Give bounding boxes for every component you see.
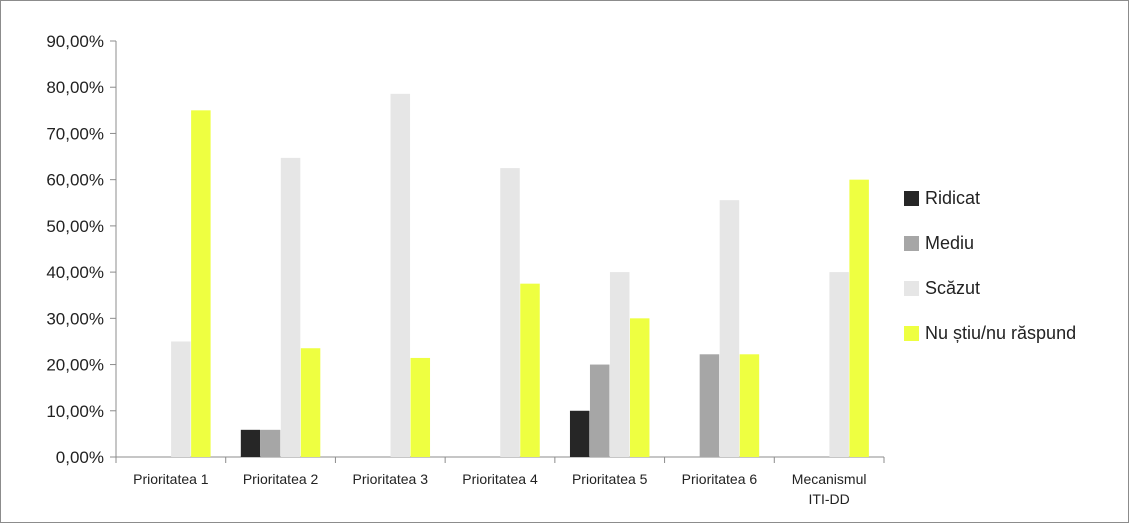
bar: [390, 93, 411, 457]
bar: [410, 357, 431, 457]
y-tick-label: 60,00%: [46, 171, 104, 190]
x-tick-label: Mecanismul: [792, 471, 867, 487]
bar: [300, 348, 321, 457]
legend-item: Nu știu/nu răspund: [904, 322, 1076, 344]
legend-label: Scăzut: [925, 277, 981, 298]
bar: [191, 110, 211, 457]
y-tick-label: 20,00%: [46, 356, 104, 375]
bar: [500, 168, 520, 457]
legend-swatch: [904, 190, 919, 206]
x-tick-label: Prioritatea 4: [462, 471, 538, 487]
x-tick-label: Prioritatea 5: [572, 471, 648, 487]
bar: [699, 354, 720, 457]
legend: Ridicat Mediu Scăzut Nu știu/nu răspund: [904, 187, 1076, 367]
legend-item: Scăzut: [904, 277, 1076, 299]
bar: [260, 429, 281, 457]
x-tick-label: Prioritatea 3: [353, 471, 429, 487]
legend-label: Mediu: [925, 232, 975, 253]
bar: [171, 341, 191, 457]
legend-label: Nu știu/nu răspund: [925, 322, 1077, 343]
bar: [569, 410, 590, 457]
bar: [829, 272, 849, 457]
bar: [629, 318, 650, 457]
bar: [609, 272, 630, 457]
bar: [719, 200, 740, 457]
y-tick-label: 80,00%: [46, 78, 104, 97]
bar: [520, 283, 540, 457]
bar: [849, 179, 869, 457]
x-tick-label: Prioritatea 2: [243, 471, 319, 487]
legend-item: Mediu: [904, 232, 1076, 254]
y-tick-label: 90,00%: [46, 32, 104, 51]
legend-item: Ridicat: [904, 187, 1076, 209]
y-tick-label: 30,00%: [46, 309, 104, 328]
bar: [280, 157, 301, 457]
bar: [739, 354, 760, 457]
legend-swatch: [904, 325, 919, 341]
x-tick-label: Prioritatea 6: [682, 471, 758, 487]
y-tick-label: 70,00%: [46, 124, 104, 143]
x-tick-label: Prioritatea 1: [133, 471, 209, 487]
bar: [240, 429, 261, 457]
legend-swatch: [904, 280, 919, 296]
legend-swatch: [904, 235, 919, 251]
y-tick-label: 0,00%: [56, 448, 104, 467]
y-tick-label: 40,00%: [46, 263, 104, 282]
x-tick-label: ITI-DD: [809, 491, 850, 507]
y-tick-label: 50,00%: [46, 217, 104, 236]
y-tick-label: 10,00%: [46, 402, 104, 421]
bar: [589, 364, 610, 457]
legend-label: Ridicat: [925, 187, 981, 208]
